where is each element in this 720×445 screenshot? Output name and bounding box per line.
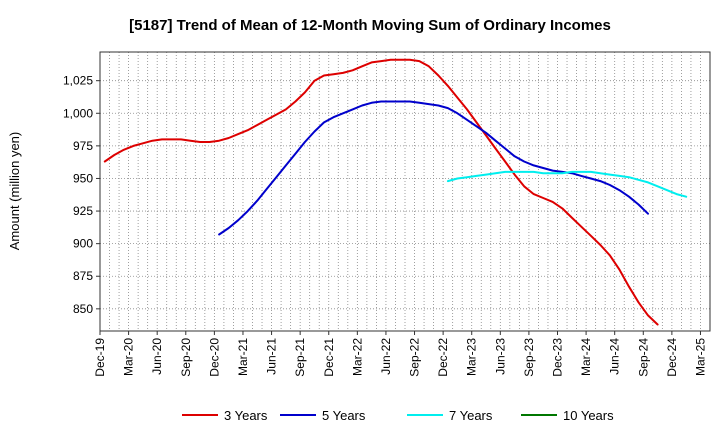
- grid: [100, 52, 710, 331]
- series-lines: [103, 58, 688, 326]
- x-tick-label: Dec-21: [322, 338, 336, 377]
- x-tick-label: Sep-20: [179, 338, 193, 377]
- x-tick-label: Dec-22: [436, 338, 450, 377]
- y-tick-label: 1,025: [63, 74, 93, 88]
- x-tick-label: Mar-22: [350, 338, 364, 376]
- y-tick-label: 975: [73, 139, 93, 153]
- x-tick-label: Sep-23: [522, 338, 536, 377]
- x-tick-label: Sep-21: [293, 338, 307, 377]
- y-tick-label: 1,000: [63, 106, 93, 120]
- x-tick-label: Dec-24: [665, 338, 679, 377]
- legend-label: 10 Years: [563, 408, 614, 423]
- x-axis-ticks: Dec-19 Mar-20 Jun-20 Sep-20 Dec-20 Mar-21 Jun-…: [93, 331, 707, 377]
- y-tick-label: 950: [73, 171, 93, 185]
- x-tick-label: Mar-25: [693, 338, 707, 376]
- chart-title: [5187] Trend of Mean of 12-Month Moving …: [129, 17, 611, 34]
- x-tick-label: Sep-24: [636, 338, 650, 377]
- x-tick-label: Mar-20: [122, 338, 136, 376]
- x-tick-label: Jun-23: [493, 338, 507, 375]
- y-tick-label: 875: [73, 269, 93, 283]
- x-tick-label: Dec-23: [551, 338, 565, 377]
- x-tick-label: Mar-21: [236, 338, 250, 376]
- x-tick-label: Jun-24: [608, 338, 622, 375]
- plot-frame: [99, 51, 711, 332]
- x-tick-label: Dec-20: [207, 338, 221, 377]
- legend: 3 Years 5 Years 7 Years 10 Years: [182, 408, 614, 423]
- x-tick-label: Mar-24: [579, 338, 593, 376]
- x-tick-label: Sep-22: [408, 338, 422, 377]
- series-line-7-years: [446, 170, 688, 198]
- x-tick-label: Mar-23: [465, 338, 479, 376]
- y-axis-ticks: 850 875 900 925 950 975 1,000 1,025: [63, 74, 100, 316]
- series-line-5-years: [218, 100, 649, 236]
- y-tick-label: 850: [73, 302, 93, 316]
- x-tick-label: Dec-19: [93, 338, 107, 377]
- x-tick-label: Jun-22: [379, 338, 393, 375]
- x-tick-label: Jun-21: [265, 338, 279, 375]
- legend-label: 3 Years: [224, 408, 268, 423]
- legend-label: 5 Years: [322, 408, 366, 423]
- y-tick-label: 925: [73, 204, 93, 218]
- series-line-3-years: [103, 58, 659, 326]
- y-tick-label: 900: [73, 237, 93, 251]
- legend-label: 7 Years: [449, 408, 493, 423]
- y-axis-label: Amount (million yen): [7, 132, 22, 251]
- x-tick-label: Jun-20: [150, 338, 164, 375]
